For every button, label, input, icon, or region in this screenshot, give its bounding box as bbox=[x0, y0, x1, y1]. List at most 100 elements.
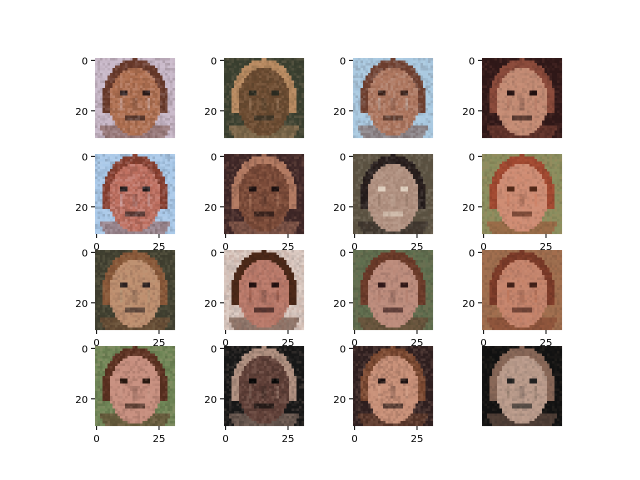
pixel bbox=[249, 125, 252, 129]
pixel bbox=[246, 83, 250, 86]
pixel bbox=[281, 88, 285, 91]
pixel bbox=[385, 123, 389, 126]
pixel bbox=[254, 85, 257, 89]
pixel bbox=[519, 85, 523, 89]
pixel bbox=[301, 93, 305, 96]
pixel bbox=[102, 156, 106, 160]
pixel bbox=[428, 73, 431, 76]
pixel bbox=[539, 83, 543, 86]
pixel bbox=[167, 58, 171, 61]
pixel bbox=[482, 65, 485, 69]
pixel bbox=[269, 90, 272, 94]
pixel bbox=[554, 93, 558, 96]
pixel bbox=[140, 93, 143, 96]
pixel bbox=[150, 120, 153, 124]
pixel bbox=[423, 130, 426, 134]
pixel bbox=[420, 128, 424, 131]
pixel bbox=[147, 211, 151, 215]
pixel bbox=[405, 110, 409, 114]
pixel bbox=[239, 113, 242, 116]
pixel bbox=[115, 201, 118, 205]
pixel bbox=[360, 100, 364, 104]
pixel bbox=[544, 133, 548, 136]
pixel bbox=[385, 110, 389, 114]
pixel bbox=[428, 113, 431, 116]
pixel bbox=[160, 169, 163, 172]
pixel bbox=[368, 85, 371, 89]
pixel bbox=[160, 164, 163, 167]
pixel bbox=[289, 78, 292, 81]
pixel bbox=[527, 120, 530, 124]
pixel bbox=[122, 196, 126, 200]
pixel bbox=[107, 103, 111, 106]
pixel bbox=[224, 60, 227, 64]
pixel bbox=[512, 90, 515, 94]
pixel bbox=[539, 135, 543, 139]
pixel bbox=[246, 65, 250, 69]
pixel bbox=[127, 63, 131, 66]
pixel bbox=[157, 128, 161, 131]
pixel bbox=[152, 70, 156, 74]
pixel bbox=[165, 216, 168, 220]
pixel bbox=[383, 60, 386, 64]
face-image bbox=[224, 58, 305, 139]
pixel bbox=[276, 125, 280, 129]
pixel bbox=[385, 63, 389, 66]
pixel bbox=[395, 128, 399, 131]
pixel bbox=[284, 105, 287, 109]
pixel bbox=[102, 159, 106, 162]
pixel bbox=[244, 100, 247, 104]
pixel bbox=[97, 70, 101, 74]
pixel bbox=[492, 130, 495, 134]
pixel bbox=[135, 65, 138, 69]
pixel bbox=[239, 65, 242, 69]
pixel bbox=[388, 95, 391, 99]
pixel bbox=[502, 103, 505, 106]
pixel bbox=[534, 100, 538, 104]
pixel bbox=[549, 63, 553, 66]
pixel bbox=[125, 70, 128, 74]
pixel bbox=[284, 83, 287, 86]
pixel bbox=[150, 113, 153, 116]
pixel bbox=[97, 85, 101, 89]
pixel bbox=[425, 105, 429, 109]
pixel bbox=[102, 95, 106, 99]
pixel bbox=[259, 108, 262, 111]
pixel bbox=[276, 103, 280, 106]
pixel bbox=[115, 209, 118, 212]
pixel bbox=[112, 130, 116, 134]
pixel bbox=[140, 133, 143, 136]
pixel bbox=[147, 83, 151, 86]
pixel bbox=[165, 199, 168, 202]
pixel bbox=[147, 216, 151, 220]
pixel bbox=[428, 108, 431, 111]
pixel bbox=[291, 90, 295, 94]
pixel bbox=[544, 90, 548, 94]
pixel bbox=[122, 135, 126, 139]
pixel bbox=[499, 130, 503, 134]
pixel bbox=[289, 130, 292, 134]
pixel bbox=[122, 90, 126, 94]
pixel bbox=[102, 166, 106, 170]
pixel bbox=[276, 63, 280, 66]
pixel bbox=[375, 85, 379, 89]
pixel bbox=[122, 166, 126, 170]
pixel bbox=[507, 133, 510, 136]
pixel bbox=[380, 63, 384, 66]
pixel bbox=[224, 68, 227, 71]
pixel bbox=[160, 95, 163, 99]
pixel bbox=[534, 68, 538, 71]
pixel bbox=[167, 115, 171, 119]
pixel bbox=[140, 179, 143, 182]
pixel bbox=[236, 80, 240, 84]
pixel bbox=[370, 125, 374, 129]
pixel bbox=[137, 171, 141, 175]
pixel bbox=[95, 110, 98, 114]
pixel bbox=[224, 70, 227, 74]
pixel bbox=[365, 73, 369, 76]
pixel bbox=[165, 78, 168, 81]
pixel bbox=[239, 58, 242, 61]
pixel bbox=[137, 179, 141, 182]
pixel bbox=[524, 120, 528, 124]
pixel bbox=[266, 80, 270, 84]
